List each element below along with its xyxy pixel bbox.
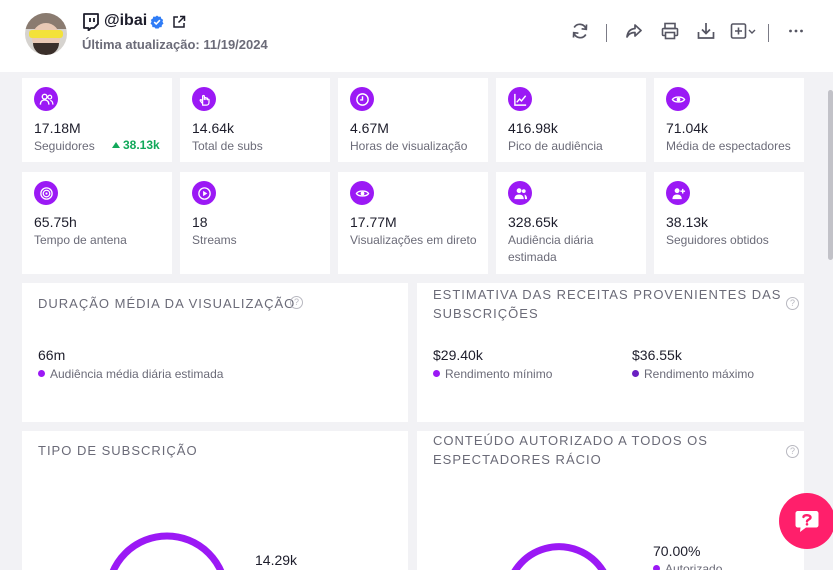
stat-value: 328.65k [508,214,558,230]
print-button[interactable] [660,21,680,41]
stat-value: 18 [192,214,208,230]
followers-delta: 38.13k [112,138,160,152]
stat-card-followers: 17.18M Seguidores 38.13k [22,78,172,162]
stat-label: Tempo de antena [34,233,127,247]
verified-icon [150,15,164,29]
section-title: CONTEÚDO AUTORIZADO A TODOS OS ESPECTADO… [433,433,708,467]
audience-icon [508,181,532,205]
stat-card-live-views: 17.77M Visualizações em direto [338,172,488,274]
stat-value: 14.64k [192,120,235,136]
revenue-min-value: $29.40k [433,347,483,363]
stat-label: Média de espectadores [666,139,791,153]
help-icon[interactable]: ? [786,297,799,310]
download-button[interactable] [696,21,716,41]
subscription-value: 14.29k [255,552,298,568]
stat-label: Horas de visualização [350,139,468,153]
stat-card-avg-viewers: 71.04k Média de espectadores [654,78,804,162]
subscription-donut [109,532,225,570]
legend-dot [653,565,660,570]
stat-label: Seguidores obtidos [666,233,769,247]
stat-value: 416.98k [508,120,558,136]
eye-icon [666,87,690,111]
trend-up-icon [112,142,120,148]
chart-line-icon [508,87,532,111]
section-title: DURAÇÃO MÉDIA DA VISUALIZAÇÃO [38,296,296,311]
stat-label: Visualizações em direto [350,233,477,247]
stat-card-watch-hours: 4.67M Horas de visualização [338,78,488,162]
refresh-icon [572,23,588,39]
stat-value: 65.75h [34,214,77,230]
authorized-donut [511,543,607,570]
share-icon [626,24,642,38]
channel-name: @ibai [104,12,148,29]
stat-value: 17.18M [34,120,81,136]
print-icon [661,22,679,40]
watch-duration-card: DURAÇÃO MÉDIA DA VISUALIZAÇÃO ? 66m Audi… [22,283,408,422]
user-plus-icon [666,181,690,205]
toolbar-divider [768,24,769,42]
scrollbar-track[interactable] [825,72,833,570]
scrollbar-thumb[interactable] [828,90,833,260]
target-icon [34,181,58,205]
external-link-icon[interactable] [172,15,186,29]
eye-icon [350,181,374,205]
revenue-max-value: $36.55k [632,347,682,363]
section-title: TIPO DE SUBSCRIÇÃO [38,443,198,458]
toolbar-divider [606,24,607,42]
stat-value: 4.67M [350,120,389,136]
watch-duration-value: 66m [38,347,66,363]
legend-dot [38,370,45,377]
subs-icon [192,87,216,111]
authorized-value: 70.00% [653,543,701,559]
stat-card-streams: 18 Streams [180,172,330,274]
help-icon[interactable]: ? [786,445,799,458]
refresh-button[interactable] [570,21,590,41]
revenue-min-label: Rendimento mínimo [433,367,552,381]
stat-card-air-time: 65.75h Tempo de antena [22,172,172,274]
more-button[interactable] [786,21,806,41]
stat-value: 17.77M [350,214,397,230]
profile-header: @ibai Última atualização: 11/19/2024 [0,0,833,72]
share-button[interactable] [624,21,644,41]
stat-card-total-subs: 14.64k Total de subs [180,78,330,162]
more-icon [789,29,803,33]
play-icon [192,181,216,205]
stat-label: Streams [192,233,237,247]
revenue-max-label: Rendimento máximo [632,367,754,381]
help-icon[interactable]: ? [290,296,303,309]
followers-icon [34,87,58,111]
authorized-label: Autorizado [653,562,722,570]
legend-dot [632,370,639,377]
stat-label: Pico de audiência [508,139,603,153]
chat-icon [795,511,819,532]
download-icon [697,23,715,39]
stat-label: Total de subs [192,139,263,153]
add-dropdown-button[interactable] [730,21,758,41]
stat-label: Seguidores [34,139,95,153]
avatar [25,13,67,55]
stat-card-daily-audience: 328.65k Audiência diária estimada [496,172,646,274]
subscription-type-card: TIPO DE SUBSCRIÇÃO 14.29k [22,431,408,570]
authorized-content-card: CONTEÚDO AUTORIZADO A TODOS OS ESPECTADO… [417,431,804,570]
stat-card-followers-gained: 38.13k Seguidores obtidos [654,172,804,274]
last-update-text: Última atualização: 11/19/2024 [82,37,268,52]
legend-dot [433,370,440,377]
section-title: ESTIMATIVA DAS RECEITAS PROVENIENTES DAS… [433,287,782,321]
stat-label: Audiência diária estimada [508,233,594,264]
stat-card-peak-audience: 416.98k Pico de audiência [496,78,646,162]
chat-support-button[interactable] [779,493,833,549]
add-dropdown-icon [730,23,756,39]
clock-icon [350,87,374,111]
stat-value: 38.13k [666,214,709,230]
twitch-icon [83,13,99,31]
revenue-card: ESTIMATIVA DAS RECEITAS PROVENIENTES DAS… [417,283,804,422]
stat-value: 71.04k [666,120,709,136]
watch-duration-label: Audiência média diária estimada [38,367,223,381]
